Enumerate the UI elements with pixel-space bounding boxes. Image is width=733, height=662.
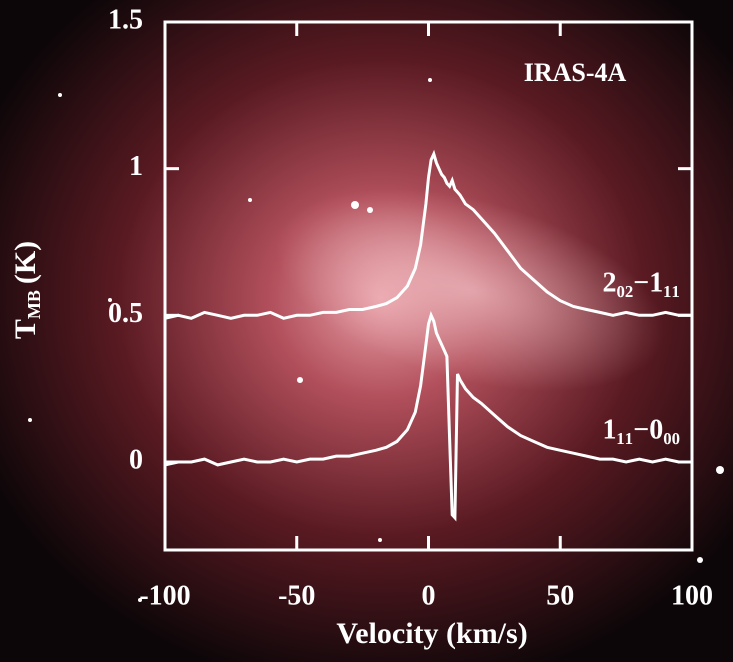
x-tick-label: -100	[139, 580, 190, 611]
x-tick-label: 100	[671, 580, 713, 611]
x-tick-label: 50	[546, 580, 574, 611]
series-label: 1₁₁−0₀₀	[602, 414, 680, 445]
annotation: IRAS-4A	[524, 58, 627, 87]
x-tick-label: -50	[278, 580, 315, 611]
y-tick-label: 1	[129, 151, 143, 182]
x-tick-label: 0	[422, 580, 436, 611]
y-tick-label: 0	[129, 444, 143, 475]
y-tick-label: 0.5	[108, 298, 143, 329]
series-label: 2₀₂−1₁₁	[602, 267, 680, 298]
chart: IRAS-4A Velocity (km/s) TMB(K) 2₀₂−1₁₁ 1…	[0, 0, 733, 662]
x-axis-label: Velocity (km/s)	[336, 617, 527, 650]
y-tick-label: 1.5	[108, 4, 143, 35]
